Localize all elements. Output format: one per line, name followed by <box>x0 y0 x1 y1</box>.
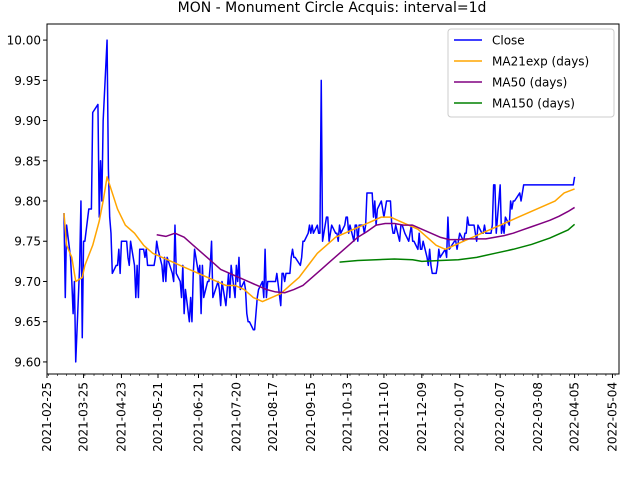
x-tick-label: 2022-04-05 <box>568 382 582 452</box>
series-line-ma50-days <box>156 206 575 294</box>
x-tick-label: 2021-12-09 <box>415 382 429 452</box>
x-tick-label: 2022-03-08 <box>531 382 545 452</box>
series-line-ma21exp-days <box>63 176 575 303</box>
x-tick-label: 2021-10-13 <box>340 382 354 452</box>
x-tick-label: 2021-02-25 <box>40 382 54 452</box>
legend-label: MA150 (days) <box>492 97 575 111</box>
y-tick-label: 9.70 <box>14 275 41 289</box>
x-axis: 2021-02-25 2021-03-25 2021-04-23 2021-05-21… <box>40 374 619 452</box>
series-line-close <box>63 39 576 363</box>
chart-title: MON - Monument Circle Acquis: interval=1… <box>178 0 487 16</box>
y-tick-label: 9.75 <box>14 235 41 249</box>
y-tick-label: 9.60 <box>14 355 41 369</box>
series-layer <box>63 39 576 363</box>
legend-box <box>447 28 615 118</box>
x-tick-label: 2021-05-21 <box>151 382 165 452</box>
x-tick-label: 2021-03-25 <box>77 382 91 452</box>
legend-label: MA50 (days) <box>492 76 567 90</box>
y-axis: 9.60 9.65 9.70 9.75 9.80 9.85 9.90 9.95 10.00 <box>7 34 47 369</box>
x-tick-label: 2021-09-15 <box>304 382 318 452</box>
x-tick-label: 2021-11-10 <box>377 382 391 452</box>
y-tick-label: 10.00 <box>7 34 41 48</box>
x-tick-label: 2021-04-23 <box>114 382 128 452</box>
y-tick-label: 9.80 <box>14 195 41 209</box>
legend-label: MA21exp (days) <box>492 55 589 69</box>
x-tick-label: 2021-07-20 <box>229 382 243 452</box>
series-line-ma150-days <box>339 223 576 263</box>
legend: Close MA21exp (days) MA50 (days) MA150 (day… <box>447 28 615 118</box>
x-tick-label: 2021-06-21 <box>191 382 205 452</box>
y-tick-label: 9.85 <box>14 154 41 168</box>
legend-label: Close <box>492 34 525 48</box>
x-tick-label: 2022-01-07 <box>453 382 467 452</box>
y-tick-label: 9.65 <box>14 315 41 329</box>
x-tick-label: 2022-02-07 <box>493 382 507 452</box>
x-tick-label: 2021-08-17 <box>266 382 280 452</box>
y-tick-label: 9.95 <box>14 74 41 88</box>
plot-area-frame <box>46 23 620 375</box>
x-tick-label: 2022-05-04 <box>605 382 619 452</box>
y-tick-label: 9.90 <box>14 114 41 128</box>
